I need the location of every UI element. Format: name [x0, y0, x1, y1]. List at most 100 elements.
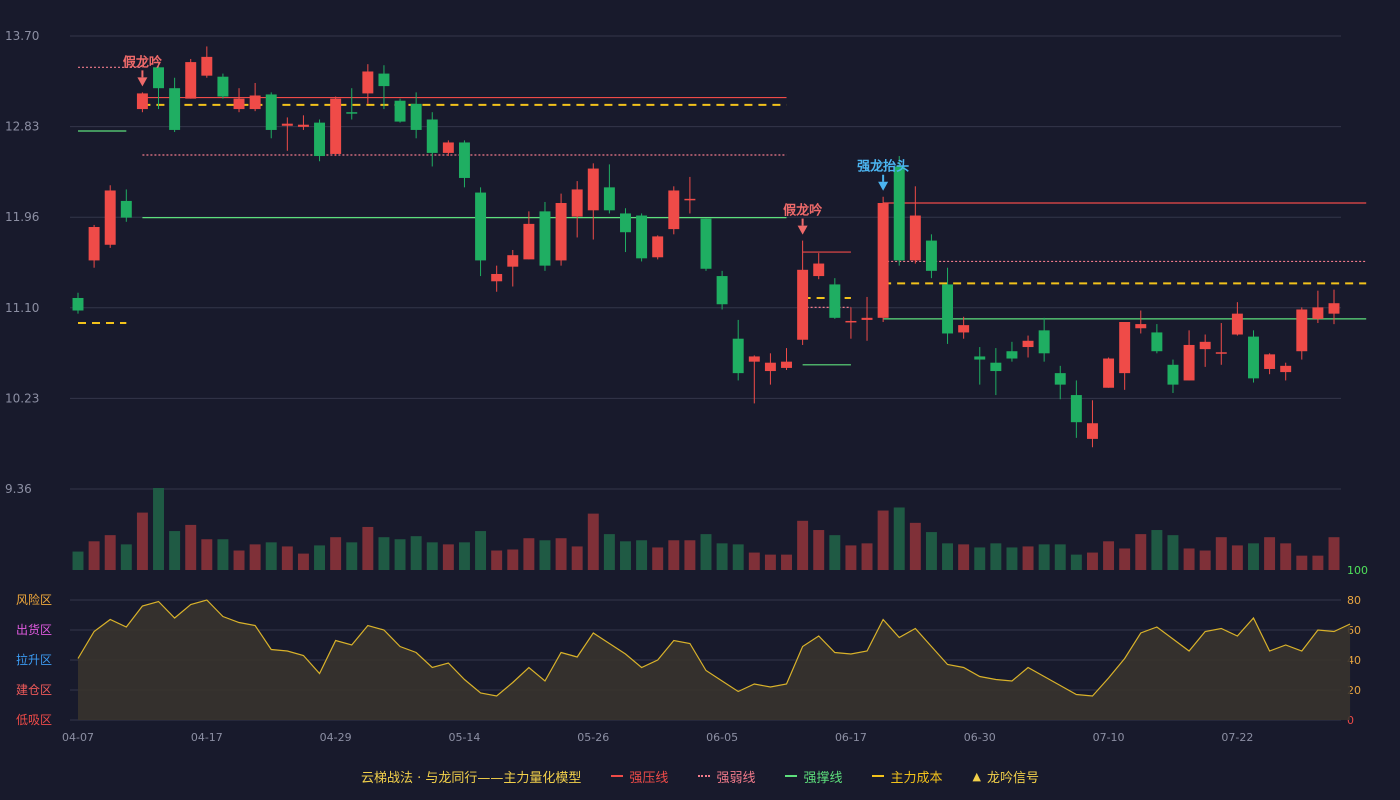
- candle: [684, 176, 696, 214]
- price-axis: 13.70 12.83 11.96 11.10 10.23 9.36: [5, 29, 39, 496]
- volume-bar: [1328, 537, 1340, 570]
- indicator-zone-label: 拉升区: [16, 652, 52, 667]
- volume-bar: [410, 536, 422, 570]
- volume-bar: [1119, 548, 1131, 570]
- candle-body: [1151, 332, 1163, 352]
- legend-item-resistance: 强压线: [611, 767, 668, 786]
- candle: [346, 88, 358, 120]
- candle-body: [555, 203, 567, 261]
- candle: [297, 115, 309, 130]
- candle-body: [1054, 373, 1066, 385]
- candle: [813, 253, 825, 280]
- candle-body: [748, 356, 760, 362]
- candle: [1199, 334, 1211, 367]
- indicator-tick-label: 60: [1347, 624, 1361, 637]
- indicator-zone-label: 低吸区: [16, 713, 52, 727]
- volume-bar: [668, 540, 680, 570]
- volume-bar: [603, 534, 615, 570]
- volume-bar: [1022, 546, 1034, 570]
- volume-bar: [442, 544, 454, 570]
- volume-bar: [507, 549, 519, 570]
- volume-bar: [813, 530, 825, 570]
- candle: [201, 46, 213, 78]
- volume-bar: [1006, 547, 1018, 570]
- candle-body: [72, 297, 84, 311]
- candle: [1070, 380, 1082, 438]
- candle: [974, 347, 986, 385]
- volume-bar: [217, 539, 229, 570]
- indicator-tick-label: 80: [1347, 594, 1361, 607]
- date-tick-label: 05-26: [577, 731, 609, 744]
- candle: [314, 119, 326, 162]
- signal-label: 假龙吟: [783, 203, 822, 219]
- volume-bar: [732, 544, 744, 570]
- legend-item-weak: 强弱线: [698, 767, 755, 786]
- volume-bar: [990, 543, 1002, 570]
- legend-item-signal: ▲ 龙吟信号: [972, 767, 1038, 786]
- volume-bar: [845, 545, 857, 570]
- indicator-tick-label: 40: [1347, 654, 1361, 667]
- candle: [426, 112, 438, 167]
- candle-body: [893, 166, 905, 261]
- volume-bar: [764, 554, 776, 570]
- candle-body: [1086, 423, 1098, 439]
- indicator-area: [78, 600, 1351, 720]
- candle-body: [797, 269, 809, 340]
- signal-marker: 假龙吟: [783, 203, 822, 235]
- candle-body: [861, 317, 873, 320]
- legend-item-support: 强撑线: [785, 767, 842, 786]
- signal-label: 强龙抬头: [857, 159, 909, 175]
- candle-body: [507, 255, 519, 267]
- candle: [523, 211, 535, 260]
- volume-bar: [491, 550, 503, 570]
- candle: [877, 196, 889, 322]
- candle-body: [603, 187, 615, 211]
- volume-bar: [1264, 537, 1276, 570]
- candle: [700, 218, 712, 271]
- candle: [829, 278, 841, 319]
- legend-label: 主力成本: [890, 770, 943, 786]
- volume-bar: [233, 550, 245, 570]
- candle: [571, 181, 583, 238]
- candle: [330, 96, 342, 157]
- volume-bar: [1054, 544, 1066, 570]
- candle: [1231, 302, 1243, 336]
- volume-bar: [797, 520, 809, 570]
- candle-body: [990, 362, 1002, 372]
- volume-bar: [958, 544, 970, 570]
- candle: [603, 164, 615, 214]
- candle: [281, 117, 293, 151]
- candle: [1086, 400, 1098, 448]
- volume-bar: [1086, 552, 1098, 570]
- candle-body: [1022, 340, 1034, 348]
- candle: [620, 208, 631, 253]
- legend-title: 云梯战法 · 与龙同行——主力量化模型: [361, 770, 582, 786]
- candle: [1312, 290, 1324, 324]
- indicator-line: [77, 599, 1351, 697]
- candle: [153, 63, 164, 110]
- legend-label: 强压线: [629, 770, 669, 786]
- candle: [72, 292, 84, 314]
- candle-body: [636, 215, 648, 259]
- candle-body: [475, 192, 487, 261]
- volume-bar: [1215, 537, 1227, 570]
- candle: [458, 140, 470, 188]
- volume-bar: [1038, 544, 1050, 570]
- candle-body: [700, 218, 712, 269]
- volume-bar: [1248, 543, 1259, 570]
- candle: [265, 92, 277, 139]
- volume-bar: [829, 535, 841, 570]
- volume-bar: [72, 551, 84, 570]
- price-tick-label: 12.83: [5, 120, 39, 134]
- volume-bar: [781, 554, 792, 570]
- candle-body: [925, 240, 937, 271]
- candle: [668, 186, 680, 235]
- volume-bar: [120, 544, 132, 570]
- candle-body: [716, 276, 728, 305]
- signal-label: 假龙吟: [123, 54, 162, 70]
- candle-body: [684, 198, 696, 201]
- candle-body: [217, 76, 229, 97]
- candle-body: [458, 142, 470, 178]
- candle-body: [523, 223, 535, 260]
